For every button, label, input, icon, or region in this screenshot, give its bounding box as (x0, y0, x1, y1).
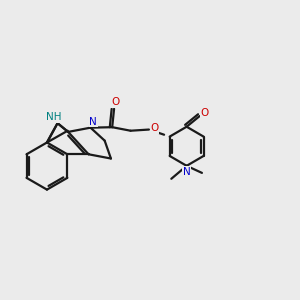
Text: N: N (183, 167, 190, 177)
Text: O: O (200, 108, 208, 118)
Text: N: N (89, 117, 97, 127)
Text: O: O (111, 97, 119, 107)
Text: NH: NH (46, 112, 61, 122)
Text: O: O (151, 123, 159, 133)
